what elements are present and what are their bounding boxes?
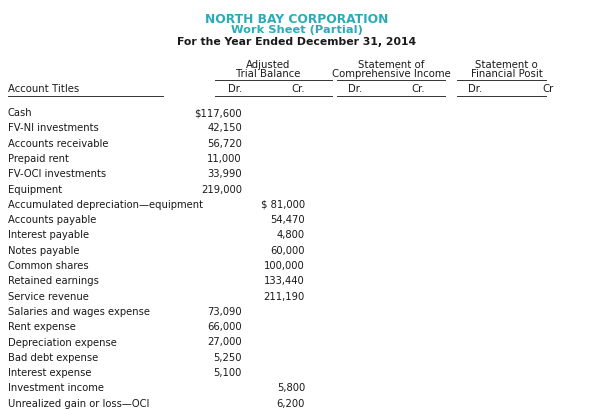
Text: 219,000: 219,000: [201, 184, 242, 195]
Text: Retained earnings: Retained earnings: [8, 276, 99, 286]
Text: Salaries and wages expense: Salaries and wages expense: [8, 307, 150, 317]
Text: Rent expense: Rent expense: [8, 322, 76, 332]
Text: Adjusted: Adjusted: [247, 60, 290, 70]
Text: 211,190: 211,190: [264, 292, 305, 301]
Text: Cr: Cr: [542, 84, 553, 94]
Text: 100,000: 100,000: [264, 261, 305, 271]
Text: 5,800: 5,800: [277, 383, 305, 393]
Text: Dr.: Dr.: [228, 84, 242, 94]
Text: Trial Balance: Trial Balance: [236, 69, 301, 79]
Text: Interest expense: Interest expense: [8, 368, 91, 378]
Text: Accounts payable: Accounts payable: [8, 215, 96, 225]
Text: $117,600: $117,600: [194, 108, 242, 118]
Text: 5,250: 5,250: [213, 353, 242, 363]
Text: 6,200: 6,200: [277, 399, 305, 409]
Text: Work Sheet (Partial): Work Sheet (Partial): [231, 25, 363, 35]
Text: $ 81,000: $ 81,000: [261, 200, 305, 210]
Text: 133,440: 133,440: [264, 276, 305, 286]
Text: FV-OCI investments: FV-OCI investments: [8, 169, 106, 179]
Text: Accumulated depreciation—equipment: Accumulated depreciation—equipment: [8, 200, 203, 210]
Text: 54,470: 54,470: [270, 215, 305, 225]
Text: 4,800: 4,800: [277, 230, 305, 240]
Text: Depreciation expense: Depreciation expense: [8, 337, 117, 348]
Text: Bad debt expense: Bad debt expense: [8, 353, 98, 363]
Text: Dr.: Dr.: [348, 84, 362, 94]
Text: 60,000: 60,000: [270, 246, 305, 256]
Text: Comprehensive Income: Comprehensive Income: [332, 69, 451, 79]
Text: Prepaid rent: Prepaid rent: [8, 154, 69, 164]
Text: Interest payable: Interest payable: [8, 230, 89, 240]
Text: Financial Posit: Financial Posit: [470, 69, 542, 79]
Text: Statement of: Statement of: [358, 60, 425, 70]
Text: Investment income: Investment income: [8, 383, 104, 393]
Text: Equipment: Equipment: [8, 184, 62, 195]
Text: 11,000: 11,000: [207, 154, 242, 164]
Text: Cr.: Cr.: [292, 84, 305, 94]
Text: NORTH BAY CORPORATION: NORTH BAY CORPORATION: [206, 13, 388, 26]
Text: 27,000: 27,000: [207, 337, 242, 348]
Text: 5,100: 5,100: [214, 368, 242, 378]
Text: For the Year Ended December 31, 2014: For the Year Ended December 31, 2014: [178, 37, 416, 47]
Text: Common shares: Common shares: [8, 261, 89, 271]
Text: Dr.: Dr.: [468, 84, 482, 94]
Text: 33,990: 33,990: [207, 169, 242, 179]
Text: 42,150: 42,150: [207, 123, 242, 133]
Text: Cash: Cash: [8, 108, 33, 118]
Text: Notes payable: Notes payable: [8, 246, 80, 256]
Text: FV-NI investments: FV-NI investments: [8, 123, 99, 133]
Text: Account Titles: Account Titles: [8, 84, 79, 94]
Text: Service revenue: Service revenue: [8, 292, 89, 301]
Text: 56,720: 56,720: [207, 139, 242, 148]
Text: 73,090: 73,090: [207, 307, 242, 317]
Text: Cr.: Cr.: [411, 84, 425, 94]
Text: 66,000: 66,000: [207, 322, 242, 332]
Text: Unrealized gain or loss—OCI: Unrealized gain or loss—OCI: [8, 399, 149, 409]
Text: Statement o: Statement o: [475, 60, 538, 70]
Text: Accounts receivable: Accounts receivable: [8, 139, 109, 148]
